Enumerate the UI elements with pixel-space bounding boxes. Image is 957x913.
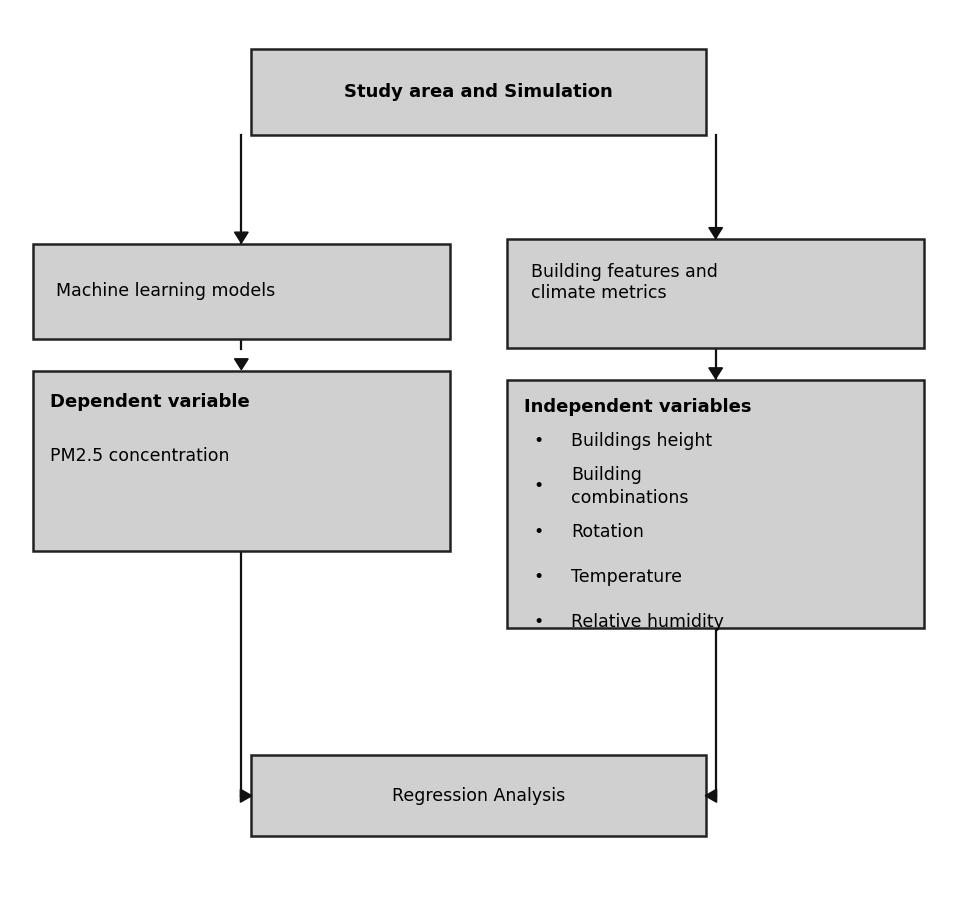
Text: Regression Analysis: Regression Analysis [391,787,566,804]
Text: •: • [533,613,544,631]
Bar [251,49,706,135]
Polygon shape [705,789,717,803]
Text: Building: Building [571,466,642,484]
Text: •: • [533,568,544,586]
Text: Temperature: Temperature [571,568,682,586]
Polygon shape [709,368,723,379]
Text: combinations: combinations [571,489,689,507]
Text: Building features and
climate metrics: Building features and climate metrics [531,264,718,302]
Polygon shape [240,789,252,803]
Text: Buildings height: Buildings height [571,432,713,450]
Polygon shape [234,232,248,243]
Bar [33,244,450,339]
Text: Study area and Simulation: Study area and Simulation [345,83,612,101]
Text: Relative humidity: Relative humidity [571,613,724,631]
Text: PM2.5 concentration: PM2.5 concentration [50,447,230,466]
Text: •: • [533,522,544,540]
Bar [507,239,924,348]
Text: Rotation: Rotation [571,522,644,540]
Text: Independent variables: Independent variables [524,398,751,415]
Bar [507,380,924,628]
Bar [251,755,706,836]
Polygon shape [234,359,248,370]
Text: Machine learning models: Machine learning models [56,282,276,300]
Text: Dependent variable: Dependent variable [50,394,250,411]
Bar [33,371,450,551]
Polygon shape [709,227,723,238]
Text: •: • [533,432,544,450]
Text: •: • [533,477,544,496]
